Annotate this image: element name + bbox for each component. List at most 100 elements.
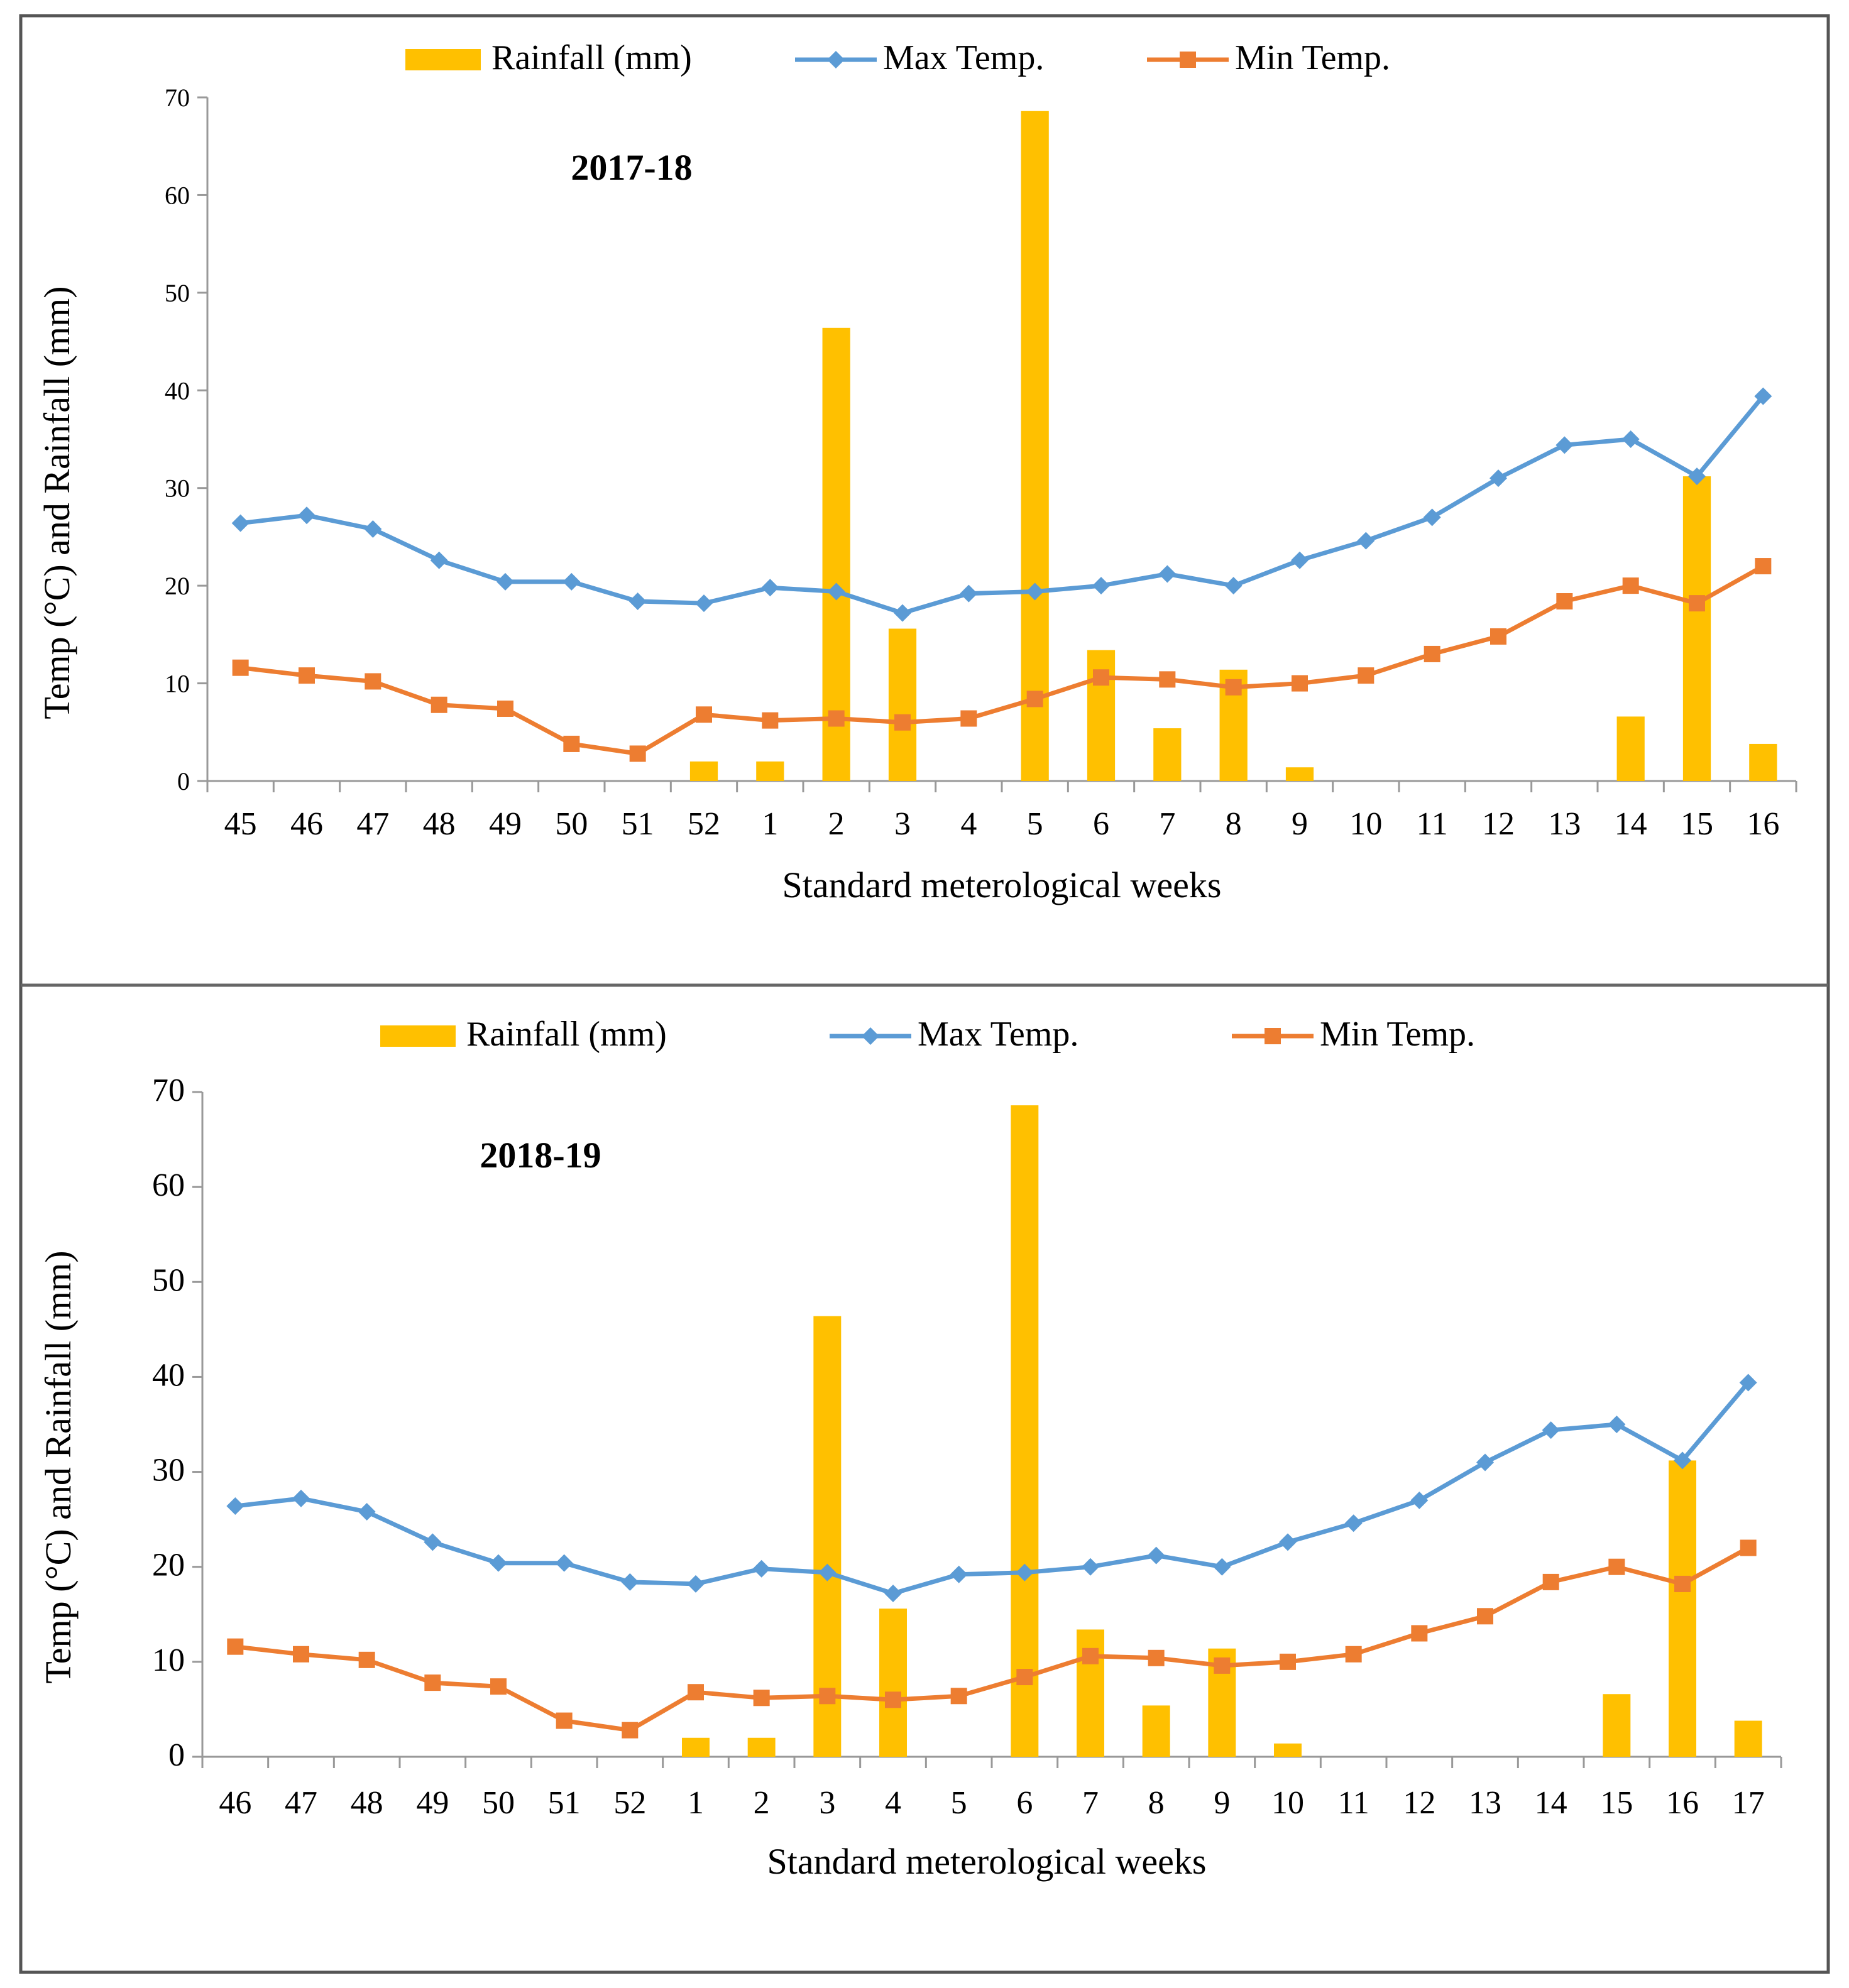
legend-min-temp-label: Min Temp. [1235, 38, 1390, 77]
min-temp-point [556, 1712, 573, 1729]
x-tick-label: 12 [1403, 1785, 1435, 1821]
min-temp-point [299, 667, 315, 684]
rainfall-bar [813, 1316, 842, 1757]
min-temp-point [762, 712, 779, 729]
max-temp-line [240, 395, 1765, 616]
min-temp-point [960, 710, 977, 727]
x-tick-label: 8 [1226, 806, 1242, 842]
min-temp-point [828, 710, 845, 727]
min-temp-point [431, 696, 447, 713]
y-tick-label: 70 [152, 1073, 185, 1108]
y-tick-label: 0 [168, 1737, 185, 1773]
max-temp-point [226, 1497, 244, 1515]
min-temp-point [885, 1691, 901, 1708]
max-temp-point [687, 1575, 705, 1593]
max-temp-point [1158, 565, 1177, 583]
min-temp-point [497, 700, 513, 717]
min-temp-point [1214, 1657, 1231, 1674]
max-temp-point [827, 582, 845, 601]
x-tick-label: 6 [1093, 806, 1109, 842]
min-temp-point [1016, 1669, 1033, 1686]
max-temp-point [1147, 1546, 1165, 1565]
x-tick-label: 15 [1600, 1785, 1633, 1821]
rainfall-bar [756, 761, 784, 781]
min-temp-point [1674, 1575, 1691, 1592]
x-tick-label: 2 [754, 1785, 770, 1821]
x-tick-label: 7 [1082, 1785, 1099, 1821]
x-tick-label: 12 [1482, 806, 1515, 842]
legend: Rainfall (mm) Max Temp. Min Temp. [405, 38, 1390, 77]
x-tick-label: 50 [555, 806, 588, 842]
max-temp-point [1423, 508, 1441, 527]
chart-panel-2017-18: Rainfall (mm) Max Temp. Min Temp. 2017-1… [36, 38, 1797, 905]
x-tick-label: 9 [1214, 1785, 1230, 1821]
x-tick-label: 10 [1271, 1785, 1304, 1821]
min-temp-point [1225, 679, 1242, 696]
min-temp-point [1689, 595, 1705, 612]
max-temp-point [497, 572, 514, 591]
x-tick-label: 16 [1747, 806, 1779, 842]
min-temp-point [1345, 1646, 1362, 1663]
max-temp-point [555, 1554, 573, 1572]
x-axis-label: Standard meterological weeks [767, 1841, 1207, 1882]
min-temp-point [1424, 645, 1440, 662]
min-temp-point [1280, 1653, 1296, 1670]
x-tick-label: 13 [1469, 1785, 1501, 1821]
min-temp-point [1411, 1625, 1428, 1642]
min-temp-point [563, 735, 580, 752]
min-temp-point [696, 706, 712, 723]
max-temp-point [621, 1573, 639, 1591]
x-tick-label: 52 [688, 806, 720, 842]
x-tick-label: 17 [1732, 1785, 1765, 1821]
legend-min-temp-label: Min Temp. [1320, 1015, 1475, 1054]
rainfall-bar [822, 327, 850, 781]
rainfall-bar [1603, 1694, 1631, 1757]
min-temp-point [1740, 1539, 1757, 1556]
y-tick-label: 0 [177, 767, 190, 795]
x-tick-label: 3 [819, 1785, 835, 1821]
max-temp-point [1621, 430, 1640, 448]
x-tick-label: 1 [688, 1785, 704, 1821]
max-temp-point [364, 520, 382, 538]
max-temp-point [695, 594, 713, 613]
max-temp-point [292, 1489, 310, 1507]
max-temp-point [1555, 436, 1574, 454]
x-tick-label: 46 [290, 806, 323, 842]
min-temp-point [819, 1688, 836, 1705]
x-tick-label: 51 [622, 806, 654, 842]
x-tick-label: 3 [894, 806, 911, 842]
y-tick-label: 10 [152, 1642, 185, 1678]
min-temp-point [1542, 1573, 1559, 1590]
y-tick-label: 50 [165, 279, 190, 307]
max-temp-point [950, 1565, 968, 1583]
x-tick-label: 15 [1681, 806, 1713, 842]
rainfall-bar [1011, 1105, 1039, 1757]
y-tick-label: 40 [165, 376, 190, 405]
min-temp-point [629, 745, 646, 762]
figure-border [19, 14, 1830, 1974]
rainfall-bar [1142, 1705, 1170, 1757]
x-tick-label: 5 [1027, 806, 1043, 842]
y-tick-label: 20 [165, 572, 190, 600]
legend-max-temp-marker [827, 51, 845, 68]
x-tick-label: 5 [951, 1785, 967, 1821]
max-temp-point [1291, 551, 1309, 569]
x-axis-label: Standard meterological weeks [782, 865, 1222, 905]
x-tick-label: 8 [1148, 1785, 1165, 1821]
legend-min-temp-marker [1180, 52, 1196, 68]
y-axis-label: Temp (°C) and Rainfall (mm) [38, 1250, 79, 1683]
rainfall-bar [682, 1737, 710, 1757]
min-temp-point [227, 1638, 244, 1655]
chart-panel-2018-19: Rainfall (mm) Max Temp. Min Temp. 2018-1… [38, 1015, 1782, 1882]
max-temp-point [1674, 1451, 1691, 1470]
y-tick-label: 30 [152, 1453, 185, 1488]
rainfall-bar [1285, 767, 1314, 781]
y-tick-label: 60 [165, 181, 190, 209]
max-temp-point [298, 506, 315, 525]
x-tick-label: 16 [1666, 1785, 1699, 1821]
max-temp-point [1754, 387, 1772, 405]
min-temp-point [894, 714, 911, 731]
min-temp-point [622, 1722, 639, 1739]
x-tick-label: 11 [1417, 806, 1448, 842]
